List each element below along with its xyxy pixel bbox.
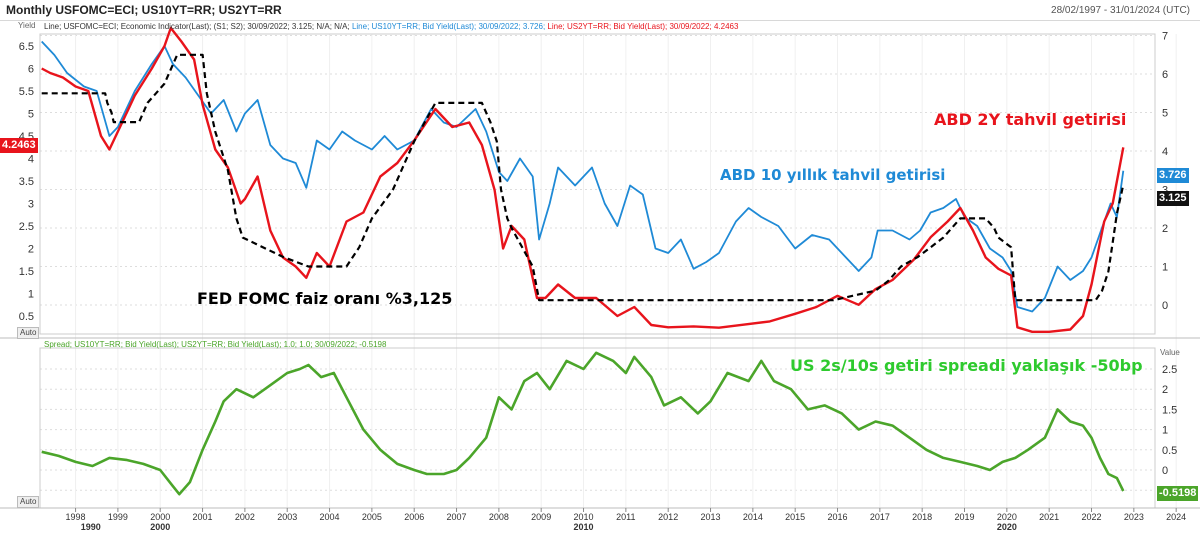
right-axis-tick: 0 [1162, 300, 1168, 312]
x-decade-label: 2010 [574, 522, 594, 532]
left-axis-tick: 2.5 [19, 221, 34, 233]
right-axis-tick: 3 [1162, 185, 1168, 197]
top-auto-button[interactable]: Auto [17, 327, 40, 339]
x-tick-label: 2023 [1124, 512, 1144, 522]
right-axis-tick: 1 [1162, 262, 1168, 274]
tag-us2-value: 4.2463 [0, 138, 38, 153]
left-axis-tick: 3 [28, 199, 34, 211]
x-tick-label: 1999 [108, 512, 128, 522]
left-axis-tick: 0.5 [19, 311, 34, 323]
x-tick-label: 2003 [277, 512, 297, 522]
x-tick-label: 2002 [235, 512, 255, 522]
left-axis-tick: 6.5 [19, 41, 34, 53]
value-axis-label: Value [1160, 348, 1180, 357]
spread-axis-tick: 0 [1162, 465, 1168, 477]
x-tick-label: 2000 [150, 512, 170, 522]
x-tick-label: 2012 [658, 512, 678, 522]
annotation-fomc: FED FOMC faiz oranı %3,125 [197, 289, 453, 308]
x-tick-label: 2006 [404, 512, 424, 522]
right-axis-tick: 6 [1162, 69, 1168, 81]
tag-fomc-value: 3.125 [1157, 191, 1189, 206]
annotation-us10: ABD 10 yıllık tahvil getirisi [720, 166, 946, 184]
x-tick-label: 2017 [870, 512, 890, 522]
tag-us10-value: 3.726 [1157, 168, 1189, 183]
x-tick-label: 2011 [616, 512, 635, 522]
x-tick-label: 2008 [489, 512, 509, 522]
spread-axis-tick: 2.5 [1162, 364, 1177, 376]
right-axis-tick: 7 [1162, 31, 1168, 43]
fomc-line [41, 53, 1125, 302]
left-axis-tick: 3.5 [19, 176, 34, 188]
left-axis-tick: 4 [28, 154, 34, 166]
x-tick-label: 2001 [193, 512, 213, 522]
x-tick-label: 2022 [1081, 512, 1101, 522]
right-axis-tick: 2 [1162, 223, 1168, 235]
chart-header: Monthly USFOMC=ECI; US10YT=RR; US2YT=RR … [0, 0, 1200, 21]
left-axis-tick: 5 [28, 109, 34, 121]
legend-us10: Line; US10YT=RR; Bid Yield(Last); 30/09/… [351, 22, 546, 31]
left-axis-tick: 1 [28, 289, 34, 301]
spread-axis-tick: 0.5 [1162, 445, 1177, 457]
x-tick-label: 2014 [743, 512, 763, 522]
x-tick-label: 2005 [362, 512, 382, 522]
x-tick-label: 2015 [785, 512, 805, 522]
us10-line [41, 40, 1125, 313]
x-decade-label: 1990 [81, 522, 101, 532]
date-range: 28/02/1997 - 31/01/2024 (UTC) [1051, 5, 1190, 16]
top-legend: Line; USFOMC=ECI; Economic Indicator(Las… [44, 22, 738, 31]
x-decade-label: 2000 [150, 522, 170, 532]
top-panel-frame [39, 33, 1156, 335]
spread-axis-tick: 1 [1162, 425, 1168, 437]
spread-axis-tick: 2 [1162, 384, 1168, 396]
x-tick-label: 2021 [1039, 512, 1059, 522]
x-tick-label: 2016 [828, 512, 848, 522]
spread-line [41, 351, 1125, 496]
left-axis-tick: 2 [28, 244, 34, 256]
legend-us2: Line; US2YT=RR; Bid Yield(Last); 30/09/2… [547, 22, 739, 31]
annotation-spread: US 2s/10s getiri spreadi yaklaşık -50bp [790, 356, 1143, 375]
x-tick-label: 1998 [66, 512, 86, 522]
chart-canvas: 0.511.522.533.544.555.566.501234567-0.50… [0, 26, 1200, 532]
left-axis-tick: 1.5 [19, 266, 34, 278]
x-decade-label: 2020 [997, 522, 1017, 532]
x-tick-label: 2009 [531, 512, 551, 522]
chart-title: Monthly USFOMC=ECI; US10YT=RR; US2YT=RR [6, 3, 282, 17]
legend-fomc: Line; USFOMC=ECI; Economic Indicator(Las… [44, 22, 350, 31]
spread-axis-tick: 1.5 [1162, 404, 1177, 416]
left-axis-tick: 5.5 [19, 86, 34, 98]
right-axis-tick: 5 [1162, 108, 1168, 120]
yield-axis-label: Yield [18, 21, 36, 30]
x-tick-label: 2019 [954, 512, 974, 522]
left-axis-tick: 6 [28, 64, 34, 76]
x-tick-label: 2024 [1166, 512, 1186, 522]
x-tick-label: 2018 [912, 512, 932, 522]
spread-legend: Spread; US10YT=RR; Bid Yield(Last); US2Y… [44, 340, 387, 349]
x-tick-label: 2013 [701, 512, 721, 522]
bottom-auto-button[interactable]: Auto [17, 496, 40, 508]
x-tick-label: 2010 [574, 512, 594, 522]
right-axis-tick: 4 [1162, 146, 1168, 158]
annotation-us2: ABD 2Y tahvil getirisi [934, 110, 1127, 129]
x-tick-label: 2007 [447, 512, 467, 522]
tag-spread-value: -0.5198 [1157, 486, 1199, 501]
x-tick-label: 2004 [320, 512, 340, 522]
x-tick-label: 2020 [997, 512, 1017, 522]
